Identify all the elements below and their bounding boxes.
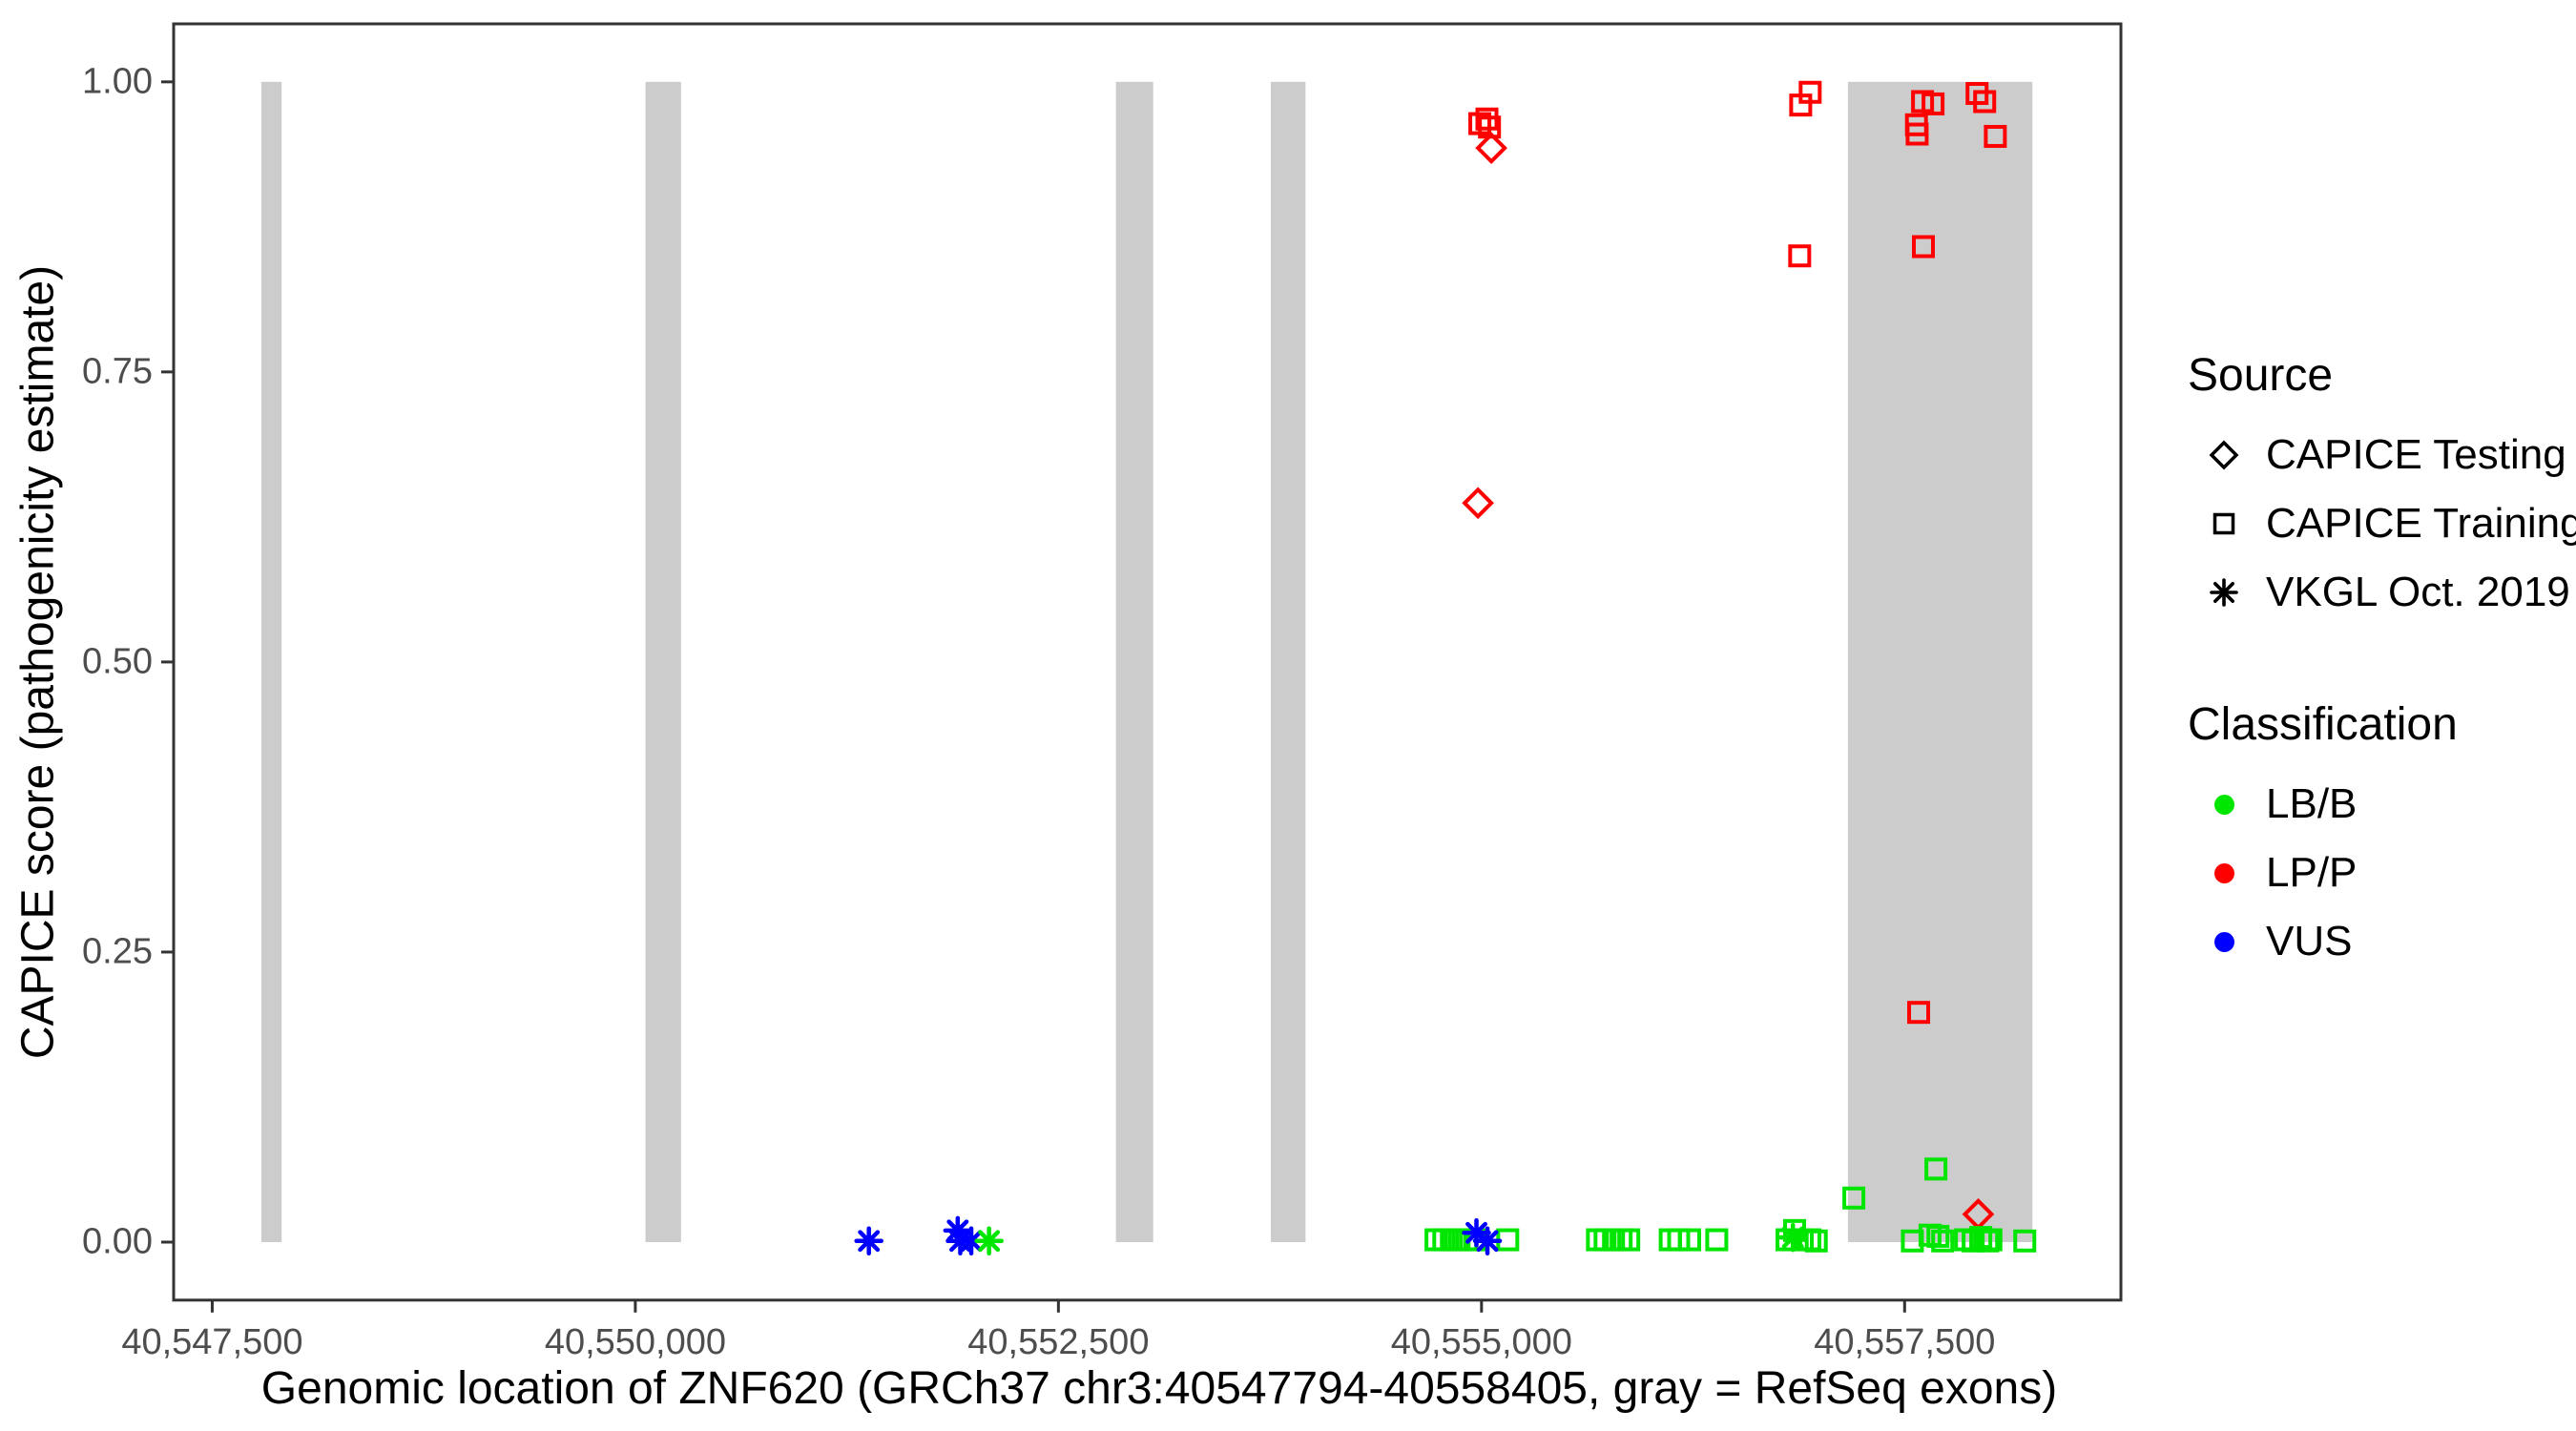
data-point <box>1798 80 1822 104</box>
data-point <box>2013 1229 2037 1253</box>
data-point <box>1907 1001 1931 1025</box>
y-tick-label: 0.00 <box>82 1221 153 1262</box>
x-tick-label: 40,555,000 <box>1390 1322 1572 1362</box>
legend-label: CAPICE Training <box>2266 500 2576 547</box>
legend-item-vus: VUS <box>2188 907 2458 976</box>
data-point <box>1842 1186 1866 1210</box>
data-point <box>1973 90 1997 114</box>
data-point <box>1475 132 1507 164</box>
green-dot-icon <box>2188 794 2260 815</box>
data-point <box>1788 244 1812 268</box>
x-tick-label: 40,547,500 <box>121 1322 303 1362</box>
legend-source: Source CAPICE Testing CAPICE Training <box>2188 349 2576 627</box>
data-point <box>1984 124 2007 148</box>
legend-item-capice-testing: CAPICE Testing <box>2188 421 2576 489</box>
y-tick-label: 0.50 <box>82 641 153 682</box>
exon-bar <box>1847 81 2033 1242</box>
legend-item-lbb: LB/B <box>2188 770 2458 839</box>
square-icon <box>2188 505 2260 543</box>
data-point <box>974 1226 1004 1256</box>
legend-item-capice-training: CAPICE Training <box>2188 489 2576 558</box>
data-point <box>1931 1229 1955 1253</box>
x-tick-label: 40,550,000 <box>544 1322 726 1362</box>
legend-item-vkgl: VKGL Oct. 2019 <box>2188 558 2576 627</box>
data-point <box>1804 1229 1828 1253</box>
data-point <box>1924 1157 1948 1181</box>
x-tick-label: 40,552,500 <box>967 1322 1150 1362</box>
exon-bar <box>1115 81 1153 1242</box>
exon-bar <box>1270 81 1306 1242</box>
legend-classification-title: Classification <box>2188 699 2458 750</box>
data-point <box>854 1226 883 1256</box>
diamond-icon <box>2188 436 2260 474</box>
data-point <box>1462 487 1494 520</box>
legend-label: CAPICE Testing <box>2266 431 2566 478</box>
y-tick-label: 1.00 <box>82 61 153 102</box>
data-point <box>1705 1228 1729 1252</box>
data-point <box>1922 92 1945 115</box>
legend-source-title: Source <box>2188 350 2334 401</box>
data-point <box>1678 1228 1702 1252</box>
data-point <box>1617 1228 1641 1252</box>
data-point <box>1472 1226 1503 1256</box>
data-point <box>1926 1224 1950 1248</box>
legend-label: VUS <box>2266 918 2353 964</box>
data-point <box>1979 1228 2003 1252</box>
asterisk-icon <box>2188 573 2260 612</box>
exon-bar <box>645 81 681 1242</box>
legend-classification: Classification LB/B LP/P VUS <box>2188 698 2458 976</box>
x-tick-label: 40,557,500 <box>1814 1322 1996 1362</box>
legend-item-lpp: LP/P <box>2188 839 2458 907</box>
blue-dot-icon <box>2188 931 2260 952</box>
y-tick-label: 0.75 <box>82 351 153 392</box>
exon-bar <box>260 81 282 1242</box>
legend-label: LP/P <box>2266 849 2358 896</box>
data-point <box>1905 122 1929 146</box>
legend-label: VKGL Oct. 2019 <box>2266 569 2570 615</box>
data-point <box>1777 1222 1808 1253</box>
data-point <box>1478 115 1502 139</box>
legend-label: LB/B <box>2266 780 2358 827</box>
red-dot-icon <box>2188 862 2260 883</box>
x-axis-title: Genomic location of ZNF620 (GRCh37 chr3:… <box>260 1363 2058 1414</box>
data-point <box>1911 235 1935 259</box>
y-tick-label: 0.25 <box>82 931 153 972</box>
